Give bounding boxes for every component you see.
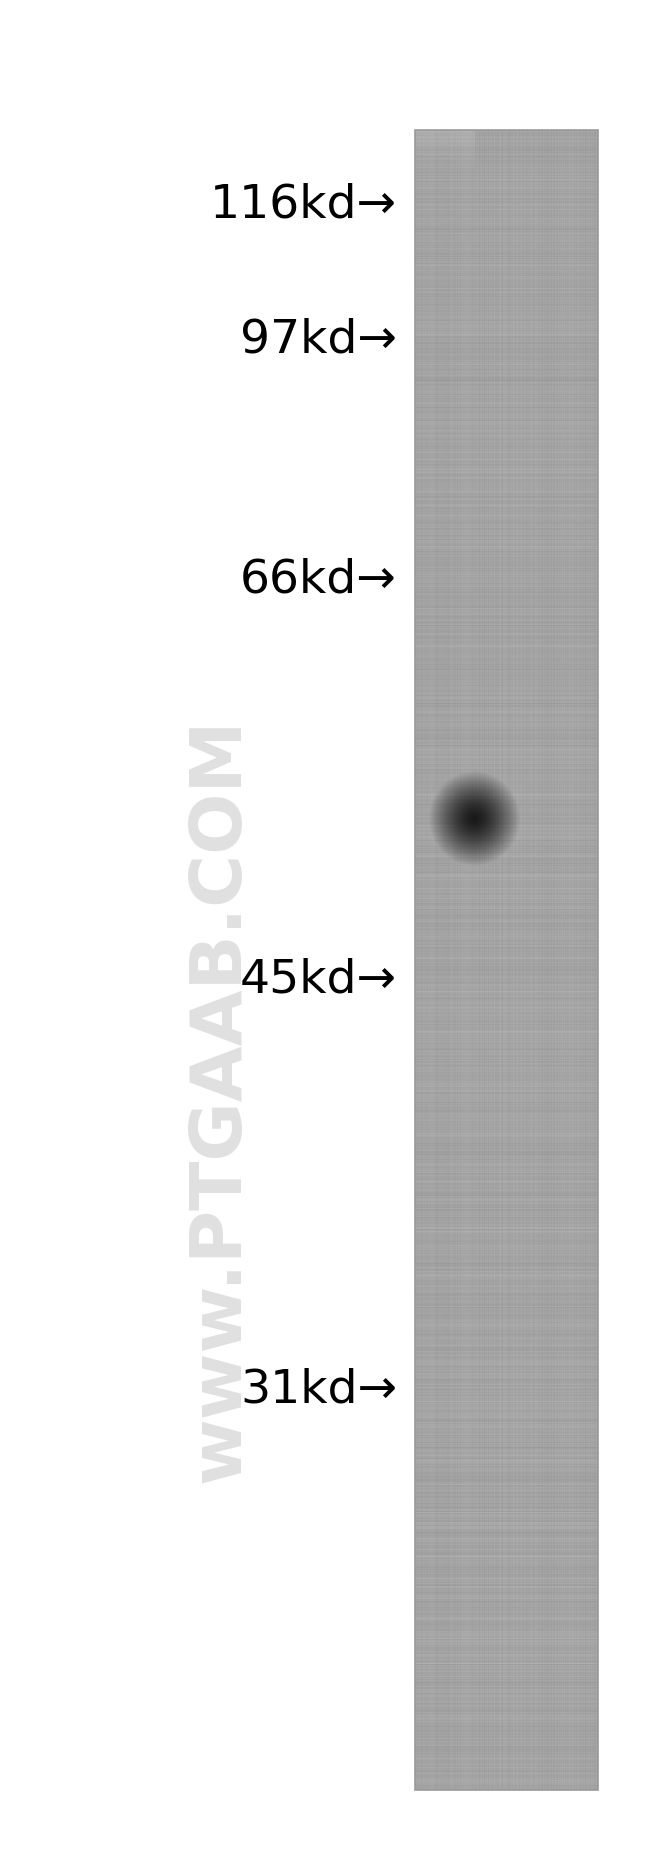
Bar: [415, 130, 598, 1790]
Text: www.PTGAAB.COM: www.PTGAAB.COM: [185, 718, 255, 1482]
Text: 45kd→: 45kd→: [240, 957, 397, 1002]
Text: 97kd→: 97kd→: [240, 317, 397, 362]
Text: 31kd→: 31kd→: [240, 1367, 397, 1412]
Text: 116kd→: 116kd→: [210, 182, 397, 228]
Text: 66kd→: 66kd→: [240, 558, 397, 603]
